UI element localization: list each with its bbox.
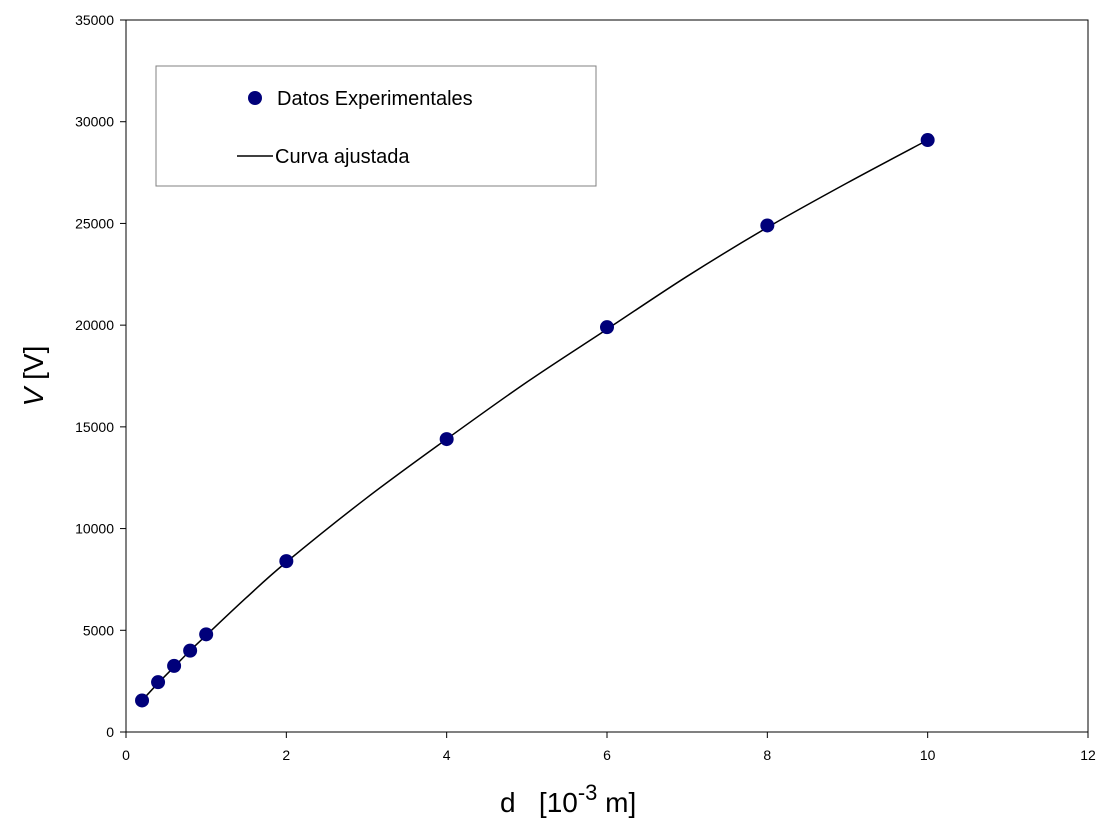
experimental-data-markers — [135, 133, 935, 708]
legend-label-curva: Curva ajustada — [275, 146, 410, 168]
x-axis-ticks: 0 2 4 6 8 10 12 — [122, 732, 1096, 763]
legend: Datos Experimentales Curva ajustada — [155, 65, 597, 187]
data-point — [167, 658, 182, 673]
legend-label-datos: Datos Experimentales — [277, 88, 473, 110]
data-point — [199, 627, 214, 642]
x-axis-title-base: d [10 — [500, 787, 578, 818]
x-axis-title-unit: m] — [597, 787, 636, 818]
x-tick-label: 4 — [443, 747, 451, 763]
y-tick-label: 25000 — [75, 215, 114, 231]
data-point — [920, 133, 935, 148]
legend-marker-datos — [248, 91, 262, 105]
y-tick-label: 10000 — [75, 521, 114, 537]
x-axis-title-exponent: -3 — [578, 780, 598, 805]
x-tick-label: 12 — [1080, 747, 1096, 763]
x-tick-label: 0 — [122, 747, 130, 763]
data-point — [760, 218, 775, 233]
fitted-curve-line — [141, 139, 929, 701]
x-axis-title: d [10-3 m] — [500, 780, 636, 818]
x-tick-label: 8 — [763, 747, 771, 763]
y-tick-label: 0 — [106, 724, 114, 740]
y-tick-label: 5000 — [83, 622, 114, 638]
data-point — [135, 693, 150, 708]
y-axis-ticks: 0 5000 10000 15000 20000 25000 30000 35000 — [75, 12, 126, 740]
data-point — [439, 432, 454, 447]
y-axis-title-variable: V — [18, 385, 49, 406]
y-tick-label: 15000 — [75, 419, 114, 435]
y-tick-label: 35000 — [75, 12, 114, 28]
data-point — [600, 320, 614, 335]
y-tick-label: 30000 — [75, 114, 114, 130]
data-point — [151, 675, 166, 690]
data-point — [183, 643, 198, 658]
y-axis-title: V [V] — [18, 346, 49, 407]
x-tick-label: 2 — [282, 747, 290, 763]
y-tick-label: 20000 — [75, 317, 114, 333]
data-point — [279, 554, 294, 569]
y-axis-title-unit: [V] — [18, 346, 49, 388]
legend-box — [155, 65, 597, 187]
x-tick-label: 10 — [920, 747, 936, 763]
x-tick-label: 6 — [603, 747, 611, 763]
